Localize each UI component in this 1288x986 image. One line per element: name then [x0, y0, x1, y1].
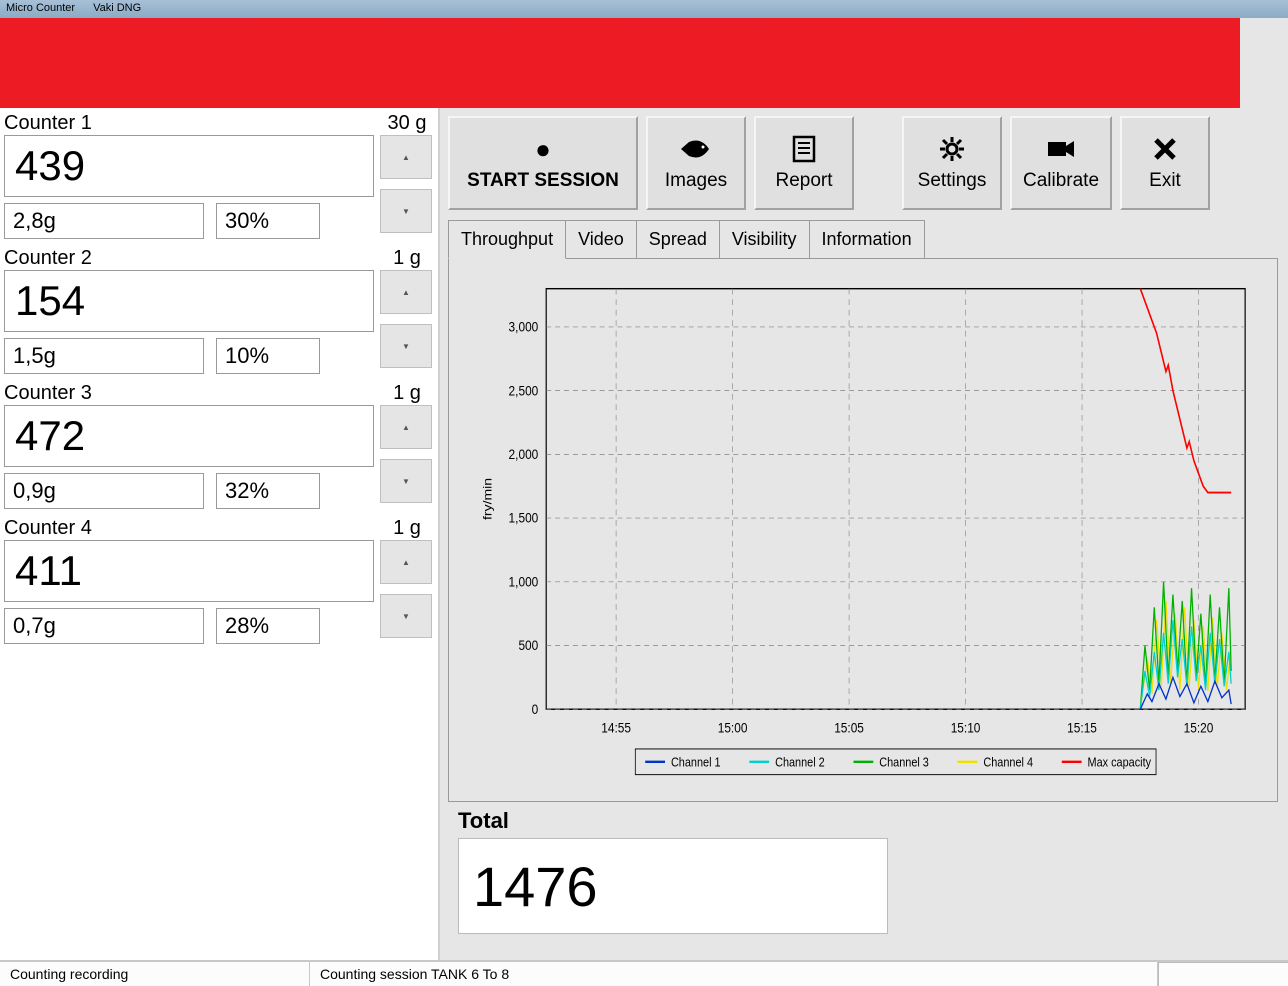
counter-4-step-label: 1 g [382, 517, 432, 540]
svg-text:15:15: 15:15 [1067, 720, 1097, 736]
counter-1-count: 439 [4, 135, 374, 197]
svg-text:2,500: 2,500 [509, 382, 539, 398]
total-label: Total [458, 808, 1266, 834]
svg-text:15:05: 15:05 [834, 720, 864, 736]
counter-2-step-down[interactable]: ▼ [380, 324, 432, 368]
tab-visibility[interactable]: Visibility [719, 220, 810, 259]
report-icon [792, 134, 816, 164]
images-button[interactable]: Images [646, 116, 746, 210]
settings-button[interactable]: Settings [902, 116, 1002, 210]
counter-3-percent: 32% [216, 473, 320, 509]
tab-information[interactable]: Information [809, 220, 925, 259]
banner-side-block [1240, 18, 1288, 108]
tab-bar: Throughput Video Spread Visibility Infor… [448, 220, 1278, 259]
camera-icon [1046, 134, 1076, 164]
svg-text:14:55: 14:55 [601, 720, 631, 736]
fish-icon [679, 134, 713, 164]
app-name: Micro Counter [6, 2, 75, 16]
svg-text:0: 0 [532, 701, 539, 717]
counter-3-weight: 0,9g [4, 473, 204, 509]
counter-2-title: Counter 2 [4, 247, 92, 270]
counter-3-step-label: 1 g [382, 382, 432, 405]
calibrate-label: Calibrate [1023, 170, 1099, 192]
svg-text:3,000: 3,000 [509, 319, 539, 335]
counter-1-percent: 30% [216, 203, 320, 239]
main-area: Counter 1 30 g 439 2,8g 30% ▲ ▼ [0, 108, 1288, 960]
svg-text:Channel 2: Channel 2 [775, 755, 825, 770]
counters-panel: Counter 1 30 g 439 2,8g 30% ▲ ▼ [0, 108, 440, 960]
tab-content: 0 500 1,000 1,500 2,000 2,500 3,000 14:55 15:00 1… [448, 258, 1278, 802]
start-session-label: START SESSION [467, 170, 619, 192]
status-grip [1158, 962, 1288, 986]
status-middle: Counting session TANK 6 To 8 [310, 962, 1158, 986]
total-area: Total 1476 [448, 802, 1278, 952]
counter-1-title: Counter 1 [4, 112, 92, 135]
svg-text:1,000: 1,000 [509, 574, 539, 590]
counter-3-step-down[interactable]: ▼ [380, 459, 432, 503]
banner [0, 18, 1288, 108]
counter-1-step-label: 30 g [382, 112, 432, 135]
counter-4-step-down[interactable]: ▼ [380, 594, 432, 638]
counter-1: Counter 1 30 g 439 2,8g 30% ▲ ▼ [4, 112, 432, 239]
svg-text:15:20: 15:20 [1184, 720, 1214, 736]
app-subtitle: Vaki DNG [93, 2, 141, 16]
total-value: 1476 [458, 838, 888, 934]
svg-text:1,500: 1,500 [509, 510, 539, 526]
svg-text:500: 500 [518, 637, 538, 653]
svg-text:Channel 4: Channel 4 [983, 755, 1033, 770]
start-session-button[interactable]: ● START SESSION [448, 116, 638, 210]
counter-4: Counter 4 1 g 411 0,7g 28% ▲ ▼ [4, 517, 432, 644]
counter-3-title: Counter 3 [4, 382, 92, 405]
counter-2-step-label: 1 g [382, 247, 432, 270]
counter-1-weight: 2,8g [4, 203, 204, 239]
svg-text:fry/min: fry/min [481, 478, 495, 520]
calibrate-button[interactable]: Calibrate [1010, 116, 1112, 210]
counter-4-weight: 0,7g [4, 608, 204, 644]
counter-4-title: Counter 4 [4, 517, 92, 540]
svg-text:2,000: 2,000 [509, 446, 539, 462]
svg-text:Channel 3: Channel 3 [879, 755, 929, 770]
exit-button[interactable]: Exit [1120, 116, 1210, 210]
counter-1-step-down[interactable]: ▼ [380, 189, 432, 233]
counter-3: Counter 3 1 g 472 0,9g 32% ▲ ▼ [4, 382, 432, 509]
toolbar: ● START SESSION Images Report Se [448, 116, 1278, 210]
report-label: Report [775, 170, 832, 192]
images-label: Images [665, 170, 727, 192]
counter-2-weight: 1,5g [4, 338, 204, 374]
report-button[interactable]: Report [754, 116, 854, 210]
record-icon: ● [535, 134, 551, 164]
counter-4-count: 411 [4, 540, 374, 602]
counter-4-step-up[interactable]: ▲ [380, 540, 432, 584]
counter-1-step-up[interactable]: ▲ [380, 135, 432, 179]
counter-2-count: 154 [4, 270, 374, 332]
counter-4-percent: 28% [216, 608, 320, 644]
status-bar: Counting recording Counting session TANK… [0, 960, 1288, 986]
status-left: Counting recording [0, 962, 310, 986]
settings-label: Settings [918, 170, 987, 192]
exit-label: Exit [1149, 170, 1181, 192]
tab-spread[interactable]: Spread [636, 220, 720, 259]
tab-throughput[interactable]: Throughput [448, 220, 566, 259]
gear-icon [938, 134, 966, 164]
svg-text:Max capacity: Max capacity [1088, 755, 1152, 770]
counter-3-step-up[interactable]: ▲ [380, 405, 432, 449]
svg-text:Channel 1: Channel 1 [671, 755, 721, 770]
counter-2-step-up[interactable]: ▲ [380, 270, 432, 314]
tab-video[interactable]: Video [565, 220, 637, 259]
close-icon [1152, 134, 1178, 164]
throughput-chart: 0 500 1,000 1,500 2,000 2,500 3,000 14:55 15:00 1… [449, 259, 1277, 801]
right-panel: ● START SESSION Images Report Se [440, 108, 1288, 960]
svg-text:15:10: 15:10 [951, 720, 981, 736]
counter-2-percent: 10% [216, 338, 320, 374]
title-bar: Micro Counter Vaki DNG [0, 0, 1288, 18]
svg-text:15:00: 15:00 [718, 720, 748, 736]
counter-3-count: 472 [4, 405, 374, 467]
counter-2: Counter 2 1 g 154 1,5g 10% ▲ ▼ [4, 247, 432, 374]
